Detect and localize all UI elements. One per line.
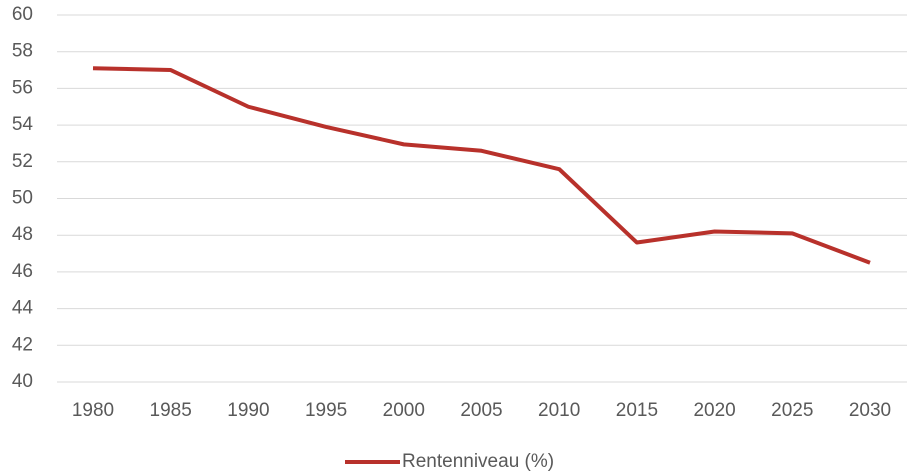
legend-label: Rentenniveau (%) <box>402 451 554 472</box>
x-tick-label: 2030 <box>849 400 891 421</box>
y-tick-label: 46 <box>12 261 33 282</box>
y-tick-label: 52 <box>12 151 33 172</box>
x-tick-label: 2025 <box>771 400 813 421</box>
y-tick-label: 44 <box>12 298 34 319</box>
x-tick-label: 1980 <box>72 400 114 421</box>
x-tick-label: 1990 <box>227 400 269 421</box>
y-tick-label: 58 <box>12 41 33 62</box>
x-tick-label: 1995 <box>305 400 347 421</box>
y-tick-label: 50 <box>12 188 33 209</box>
y-tick-label: 48 <box>12 224 33 245</box>
y-tick-label: 42 <box>12 334 33 355</box>
x-tick-label: 2005 <box>460 400 502 421</box>
y-tick-label: 54 <box>12 114 34 135</box>
y-tick-label: 60 <box>12 4 33 25</box>
line <box>92 66 871 265</box>
y-tick-label: 40 <box>12 371 33 392</box>
y-tick-label: 56 <box>12 77 33 98</box>
x-tick-label: 2020 <box>693 400 735 421</box>
x-tick-label: 2000 <box>383 400 425 421</box>
x-tick-label: 1985 <box>150 400 192 421</box>
x-tick-label: 2010 <box>538 400 580 421</box>
x-tick-label: 2015 <box>616 400 658 421</box>
